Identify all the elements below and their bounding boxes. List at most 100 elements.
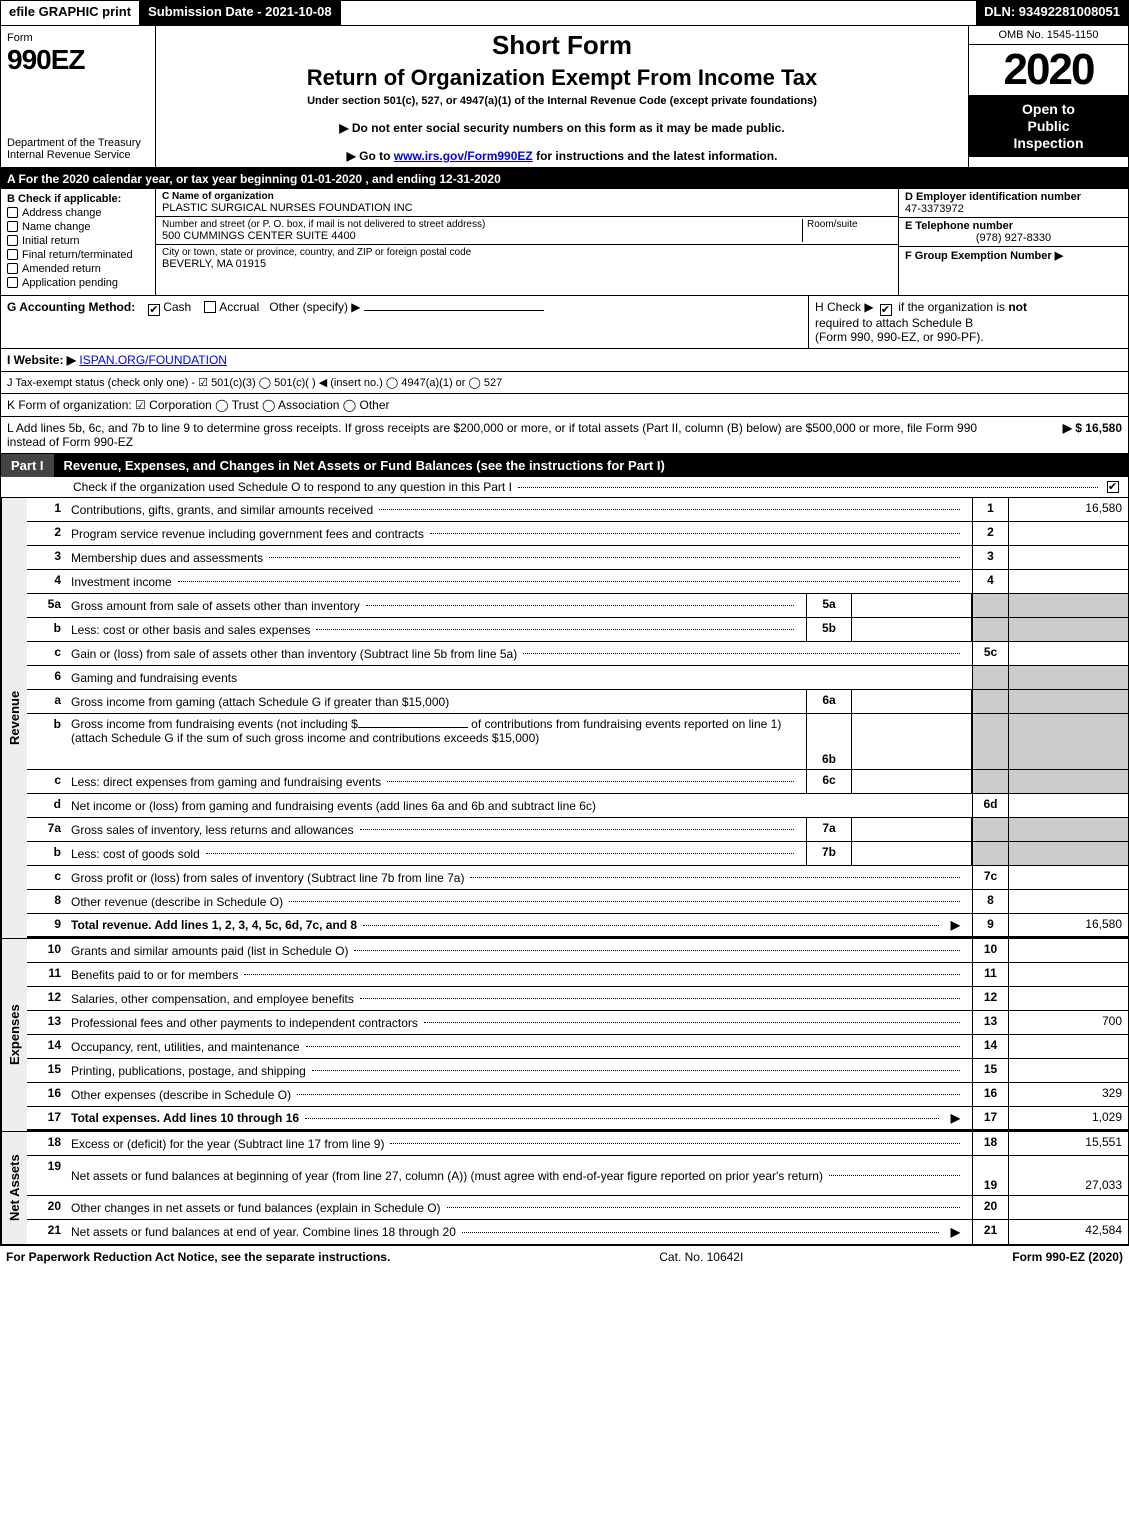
e-block: E Telephone number (978) 927-8330 (899, 218, 1128, 247)
chk-h[interactable] (880, 304, 892, 316)
row-11: 11Benefits paid to or for members11 (27, 963, 1128, 987)
chk-name-change[interactable]: Name change (7, 221, 149, 233)
footer-left: For Paperwork Reduction Act Notice, see … (6, 1250, 390, 1264)
row-7a: 7aGross sales of inventory, less returns… (27, 818, 1128, 842)
line-g: G Accounting Method: Cash Accrual Other … (1, 296, 808, 348)
dln-label: DLN: 93492281008051 (976, 1, 1128, 25)
subtitle: Under section 501(c), 527, or 4947(a)(1)… (164, 95, 960, 107)
side-netassets: Net Assets (1, 1132, 27, 1244)
row-14: 14Occupancy, rent, utilities, and mainte… (27, 1035, 1128, 1059)
dept-block: Department of the Treasury Internal Reve… (7, 137, 149, 161)
line-l-text: L Add lines 5b, 6c, and 7b to line 9 to … (7, 421, 1002, 449)
chk-schedule-o[interactable] (1107, 481, 1119, 493)
row-4: 4Investment income4 (27, 570, 1128, 594)
row-10: 10Grants and similar amounts paid (list … (27, 939, 1128, 963)
line-j: J Tax-exempt status (check only one) - ☑… (0, 372, 1129, 394)
submission-date: Submission Date - 2021-10-08 (140, 1, 341, 25)
note-ssn: ▶ Do not enter social security numbers o… (164, 121, 960, 135)
chk-cash[interactable] (148, 304, 160, 316)
expenses-block: Expenses 10Grants and similar amounts pa… (0, 939, 1129, 1132)
city-label: City or town, state or province, country… (162, 247, 892, 258)
row-8: 8Other revenue (describe in Schedule O)8 (27, 890, 1128, 914)
chk-application-pending[interactable]: Application pending (7, 277, 149, 289)
city-value: BEVERLY, MA 01915 (162, 258, 892, 270)
main-title: Return of Organization Exempt From Incom… (164, 65, 960, 91)
header-right: OMB No. 1545-1150 2020 Open to Public In… (968, 26, 1128, 167)
row-gh: G Accounting Method: Cash Accrual Other … (0, 296, 1129, 349)
part1-subnote: Check if the organization used Schedule … (73, 480, 512, 494)
part1-tab: Part I (1, 454, 56, 477)
header-center: Short Form Return of Organization Exempt… (156, 26, 968, 167)
row-6a: aGross income from gaming (attach Schedu… (27, 690, 1128, 714)
i-label: I Website: ▶ (7, 353, 76, 367)
topbar-spacer (341, 1, 977, 25)
g-label: G Accounting Method: (7, 300, 135, 314)
row-12: 12Salaries, other compensation, and empl… (27, 987, 1128, 1011)
efile-label: efile GRAPHIC print (1, 1, 140, 25)
row-16: 16Other expenses (describe in Schedule O… (27, 1083, 1128, 1107)
d-label: D Employer identification number (905, 191, 1122, 203)
row-9: 9Total revenue. Add lines 1, 2, 3, 4, 5c… (27, 914, 1128, 938)
section-a-bar: A For the 2020 calendar year, or tax yea… (0, 169, 1129, 189)
col-b-label: B Check if applicable: (7, 193, 149, 205)
part1-header: Part I Revenue, Expenses, and Changes in… (0, 454, 1129, 477)
row-2: 2Program service revenue including gover… (27, 522, 1128, 546)
form-word: Form (7, 32, 149, 44)
row-5c: cGain or (loss) from sale of assets othe… (27, 642, 1128, 666)
dept-line1: Department of the Treasury (7, 137, 149, 149)
row-6c: cLess: direct expenses from gaming and f… (27, 770, 1128, 794)
row-5a: 5aGross amount from sale of assets other… (27, 594, 1128, 618)
line-h: H Check ▶ if the organization is not req… (808, 296, 1128, 348)
d-block: D Employer identification number 47-3373… (899, 189, 1128, 218)
row-20: 20Other changes in net assets or fund ba… (27, 1196, 1128, 1220)
row-7c: cGross profit or (loss) from sales of in… (27, 866, 1128, 890)
chk-address-change[interactable]: Address change (7, 207, 149, 219)
line-i: I Website: ▶ ISPAN.ORG/FOUNDATION (0, 349, 1129, 372)
header-left: Form 990EZ Department of the Treasury In… (1, 26, 156, 167)
dept-line2: Internal Revenue Service (7, 149, 149, 161)
row-19: 19Net assets or fund balances at beginni… (27, 1156, 1128, 1196)
side-expenses: Expenses (1, 939, 27, 1131)
chk-initial-return[interactable]: Initial return (7, 235, 149, 247)
short-form-title: Short Form (164, 30, 960, 61)
row-6b: bGross income from fundraising events (n… (27, 714, 1128, 770)
row-1: 1Contributions, gifts, grants, and simil… (27, 498, 1128, 522)
open-line3: Inspection (973, 135, 1124, 152)
col-c: C Name of organization PLASTIC SURGICAL … (156, 189, 898, 295)
addr-value: 500 CUMMINGS CENTER SUITE 4400 (162, 230, 802, 242)
addr-label: Number and street (or P. O. box, if mail… (162, 219, 802, 230)
row-city: City or town, state or province, country… (156, 245, 898, 272)
col-b: B Check if applicable: Address change Na… (1, 189, 156, 295)
row-3: 3Membership dues and assessments3 (27, 546, 1128, 570)
row-15: 15Printing, publications, postage, and s… (27, 1059, 1128, 1083)
c-label: C Name of organization (162, 191, 892, 202)
f-label: F Group Exemption Number ▶ (905, 250, 1063, 262)
note-goto-pre: ▶ Go to (347, 149, 394, 163)
info-grid: B Check if applicable: Address change Na… (0, 189, 1129, 296)
website-link[interactable]: ISPAN.ORG/FOUNDATION (79, 353, 227, 367)
row-13: 13Professional fees and other payments t… (27, 1011, 1128, 1035)
chk-amended-return[interactable]: Amended return (7, 263, 149, 275)
row-18: 18Excess or (deficit) for the year (Subt… (27, 1132, 1128, 1156)
chk-accrual[interactable] (204, 301, 216, 313)
row-21: 21Net assets or fund balances at end of … (27, 1220, 1128, 1244)
e-label: E Telephone number (905, 220, 1122, 232)
org-name: PLASTIC SURGICAL NURSES FOUNDATION INC (162, 202, 892, 214)
note-goto-post: for instructions and the latest informat… (533, 149, 778, 163)
g-other-blank[interactable] (364, 310, 544, 311)
tax-year: 2020 (969, 45, 1128, 95)
note-goto: ▶ Go to www.irs.gov/Form990EZ for instru… (164, 149, 960, 163)
part1-subnote-row: Check if the organization used Schedule … (0, 477, 1129, 498)
row-address: Number and street (or P. O. box, if mail… (156, 217, 898, 245)
phone-value: (978) 927-8330 (905, 232, 1122, 244)
f-block: F Group Exemption Number ▶ (899, 247, 1128, 264)
open-to-public: Open to Public Inspection (969, 95, 1128, 157)
irs-link[interactable]: www.irs.gov/Form990EZ (394, 149, 533, 163)
chk-final-return[interactable]: Final return/terminated (7, 249, 149, 261)
netassets-block: Net Assets 18Excess or (deficit) for the… (0, 1132, 1129, 1245)
line-l: L Add lines 5b, 6c, and 7b to line 9 to … (0, 417, 1129, 454)
row-7b: bLess: cost of goods sold7b (27, 842, 1128, 866)
form-header: Form 990EZ Department of the Treasury In… (0, 26, 1129, 169)
open-line1: Open to (973, 101, 1124, 118)
row-17: 17Total expenses. Add lines 10 through 1… (27, 1107, 1128, 1131)
